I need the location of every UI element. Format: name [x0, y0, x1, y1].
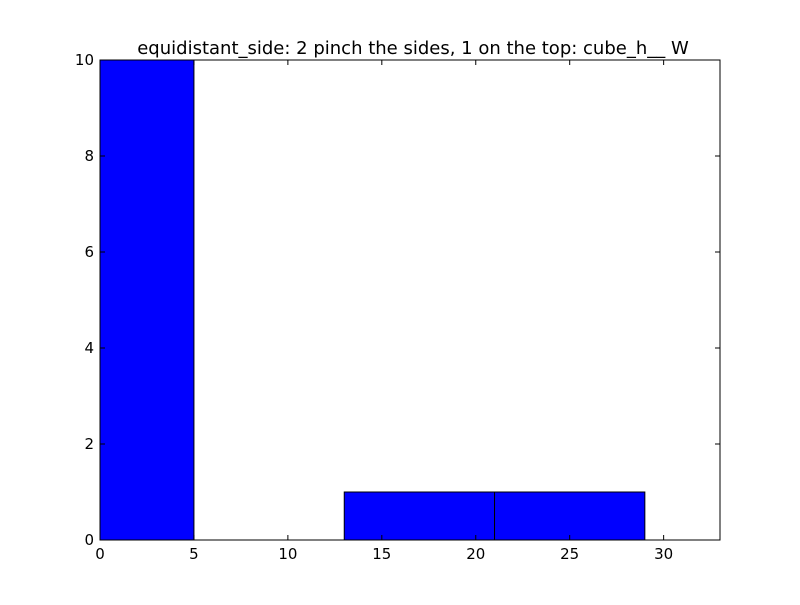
histogram-bar-3: [494, 491, 646, 541]
chart-title: equidistant_side: 2 pinch the sides, 1 o…: [137, 38, 689, 59]
ticks-layer: 0 5 10 15 20 25 30 0 2 4 6 8 10: [75, 51, 720, 563]
x-tick-label: 20: [466, 545, 485, 563]
histogram-bar-1: [99, 59, 195, 541]
y-tick-label: 10: [75, 51, 94, 69]
x-tick-label: 15: [372, 545, 391, 563]
x-tick-label: 30: [654, 545, 673, 563]
y-tick-label: 8: [84, 147, 94, 165]
x-tick-label: 5: [189, 545, 199, 563]
x-tick-label: 0: [95, 545, 105, 563]
bars-layer: [99, 59, 646, 541]
x-tick-label: 25: [560, 545, 579, 563]
y-tick-label: 4: [84, 339, 94, 357]
plot-frame: [99, 59, 721, 541]
histogram-bar-2: [343, 491, 496, 541]
y-tick-label: 2: [84, 435, 94, 453]
x-tick-label: 10: [278, 545, 297, 563]
y-tick-label: 0: [84, 531, 94, 549]
y-tick-label: 6: [84, 243, 94, 261]
